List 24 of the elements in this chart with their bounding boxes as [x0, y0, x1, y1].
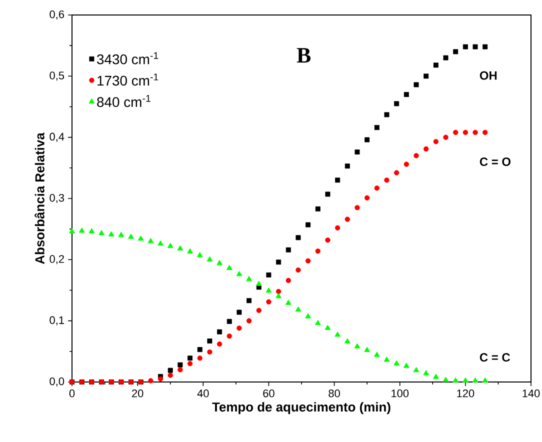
y-tick-label: 0,4	[50, 132, 64, 142]
x-tick-label: 0	[69, 390, 75, 398]
y-axis-title: Absorbância Relativa	[34, 132, 44, 264]
legend-label: 1730 cm$^{-1}$	[98, 74, 158, 86]
x-tick-label: 60	[263, 390, 274, 398]
x-tick-label: 100	[392, 390, 409, 398]
x-tick-label: 120	[457, 390, 474, 398]
y-tick-label: 0,3	[50, 194, 64, 204]
y-tick-label: 0,0	[50, 377, 64, 387]
y-tick-label: 0,5	[50, 72, 64, 81]
annotation: C = C	[480, 353, 510, 362]
legend-label: 840 cm$^{-1}$	[97, 94, 150, 108]
annotation: B	[296, 48, 311, 63]
y-tick-label: 0,6	[50, 10, 64, 20]
annotation: C = O	[480, 158, 510, 166]
x-tick-label: 80	[328, 390, 340, 398]
annotation: OH	[480, 71, 497, 80]
x-tick-label: 20	[132, 390, 144, 398]
x-axis-title: Tempo de aquecimento (min)	[212, 402, 390, 414]
x-tick-label: 140	[522, 390, 540, 398]
legend-label: 3430 cm$^{-1}$	[97, 52, 158, 64]
x-tick-label: 40	[197, 390, 209, 398]
y-tick-label: 0,1	[50, 316, 64, 326]
y-tick-label: 0,2	[50, 255, 64, 264]
